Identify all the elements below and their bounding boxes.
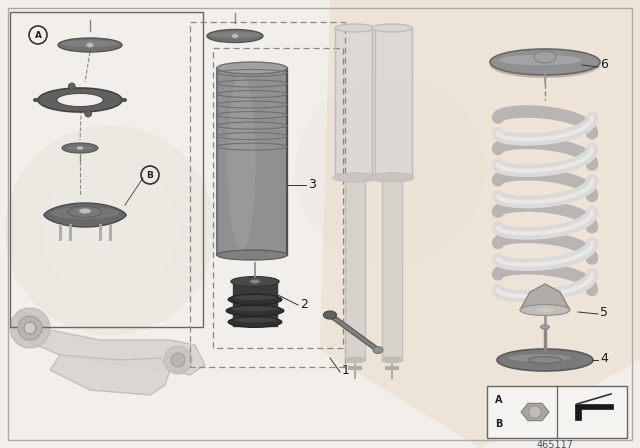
Ellipse shape (231, 276, 279, 287)
Ellipse shape (58, 38, 122, 52)
Circle shape (328, 108, 452, 232)
Bar (487, 386, 627, 438)
Ellipse shape (372, 24, 412, 32)
Circle shape (24, 322, 36, 334)
Ellipse shape (57, 93, 103, 107)
Ellipse shape (234, 318, 276, 323)
Bar (190, 22, 345, 367)
Ellipse shape (122, 98, 127, 102)
Ellipse shape (232, 306, 278, 311)
Circle shape (10, 308, 50, 348)
Ellipse shape (228, 294, 282, 305)
Circle shape (295, 75, 485, 265)
Text: 6: 6 (600, 59, 608, 72)
Ellipse shape (509, 354, 572, 362)
Text: 3: 3 (308, 178, 316, 191)
Ellipse shape (227, 73, 255, 250)
Ellipse shape (217, 62, 287, 74)
Polygon shape (521, 403, 549, 421)
Ellipse shape (345, 357, 365, 363)
Ellipse shape (76, 146, 84, 150)
Ellipse shape (382, 357, 402, 363)
Ellipse shape (520, 305, 570, 315)
Ellipse shape (335, 24, 375, 32)
Text: 4: 4 (600, 352, 608, 365)
Polygon shape (575, 404, 613, 420)
Ellipse shape (68, 207, 102, 217)
Ellipse shape (373, 346, 383, 353)
Ellipse shape (226, 305, 284, 316)
Ellipse shape (499, 55, 581, 65)
Bar (10, 12, 203, 327)
Ellipse shape (370, 173, 414, 182)
Ellipse shape (38, 88, 122, 112)
Ellipse shape (490, 52, 600, 78)
Ellipse shape (250, 280, 260, 284)
Polygon shape (51, 207, 119, 219)
Polygon shape (520, 284, 570, 310)
Circle shape (68, 83, 76, 90)
Circle shape (18, 316, 42, 340)
Ellipse shape (207, 30, 263, 43)
Ellipse shape (62, 143, 98, 153)
Circle shape (84, 110, 92, 117)
Circle shape (5, 125, 215, 335)
Polygon shape (50, 355, 170, 395)
Circle shape (164, 346, 192, 374)
Polygon shape (320, 0, 640, 448)
Circle shape (529, 406, 541, 418)
Circle shape (42, 162, 179, 298)
Text: A: A (35, 30, 42, 39)
Ellipse shape (61, 40, 119, 47)
Polygon shape (18, 310, 205, 375)
Circle shape (171, 353, 185, 367)
Ellipse shape (232, 34, 239, 38)
Ellipse shape (67, 146, 93, 150)
Text: A: A (495, 395, 502, 405)
Ellipse shape (33, 98, 38, 102)
Ellipse shape (541, 325, 550, 329)
Bar (213, 48, 343, 348)
Text: 1: 1 (342, 363, 350, 376)
Ellipse shape (497, 349, 593, 371)
Text: 2: 2 (300, 298, 308, 311)
Ellipse shape (536, 307, 554, 313)
Ellipse shape (234, 295, 276, 300)
Ellipse shape (228, 316, 282, 327)
Ellipse shape (210, 31, 260, 38)
Ellipse shape (79, 208, 91, 214)
Ellipse shape (490, 49, 600, 75)
Ellipse shape (323, 311, 337, 319)
Text: 5: 5 (600, 306, 608, 319)
Ellipse shape (86, 43, 94, 47)
Ellipse shape (528, 357, 562, 363)
Text: B: B (495, 419, 502, 429)
Polygon shape (44, 203, 126, 227)
Ellipse shape (534, 51, 556, 63)
Text: B: B (147, 171, 154, 180)
Text: 465117: 465117 (536, 440, 573, 448)
Ellipse shape (217, 250, 287, 260)
Ellipse shape (333, 173, 377, 182)
